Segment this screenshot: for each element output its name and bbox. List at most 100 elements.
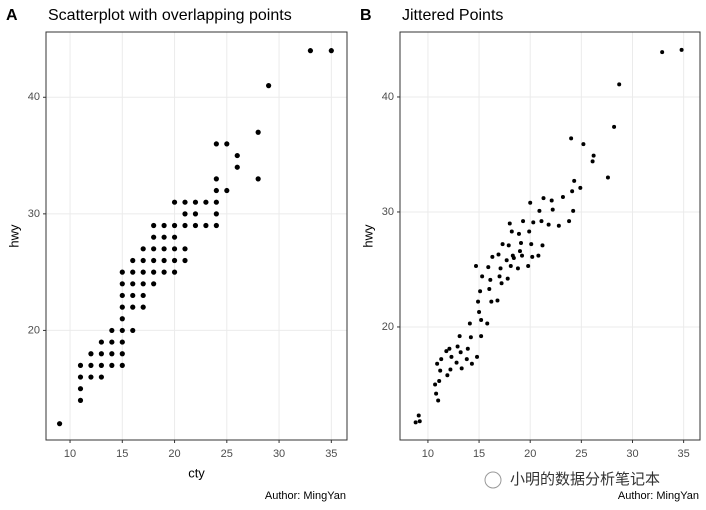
point (495, 298, 500, 303)
point (477, 310, 482, 315)
point (478, 289, 483, 294)
point (119, 327, 125, 334)
point (539, 219, 544, 224)
point (224, 187, 230, 194)
point (416, 413, 421, 418)
point (140, 269, 146, 275)
point (479, 334, 484, 339)
point (519, 241, 524, 246)
point (612, 124, 617, 129)
watermark: 小明的数据分析笔记本 (510, 471, 660, 488)
point (465, 346, 470, 351)
point (130, 269, 136, 275)
point (511, 255, 516, 260)
point (255, 176, 261, 182)
point (182, 199, 188, 205)
point (182, 257, 188, 264)
panel-border (399, 31, 701, 441)
point (77, 386, 84, 392)
point (486, 265, 491, 270)
point (550, 207, 555, 212)
point (504, 258, 509, 263)
point (516, 231, 521, 236)
point (499, 281, 504, 286)
point (98, 374, 104, 380)
point (515, 266, 520, 271)
point (508, 264, 513, 269)
point (437, 379, 442, 384)
x-tick-label: 20 (524, 448, 536, 460)
point (161, 222, 167, 229)
point (540, 243, 545, 248)
point (447, 346, 452, 351)
panel-tag: B (360, 7, 372, 24)
point (530, 254, 535, 259)
y-axis-title: hwy (360, 224, 375, 248)
point (546, 222, 551, 227)
point (98, 362, 104, 368)
point (591, 153, 596, 158)
point (417, 419, 422, 424)
point (445, 373, 450, 378)
point (500, 242, 505, 247)
point (459, 366, 464, 371)
x-axis-title: cty (188, 465, 205, 480)
point (77, 374, 84, 380)
point (458, 350, 463, 355)
x-tick-label: 20 (168, 448, 180, 460)
point (119, 269, 125, 275)
point (213, 199, 219, 205)
point (475, 354, 480, 359)
point (130, 292, 136, 299)
point (468, 335, 473, 340)
x-tick-label: 30 (273, 448, 285, 460)
point (660, 50, 665, 55)
point (119, 292, 125, 299)
panel-tag: A (6, 7, 18, 24)
point (507, 221, 512, 226)
point (487, 287, 492, 292)
point (140, 257, 146, 264)
point (119, 339, 125, 345)
point (77, 362, 84, 368)
point (438, 368, 443, 373)
point (464, 357, 469, 362)
y-axis-title: hwy (6, 224, 21, 248)
point (192, 222, 199, 229)
point (435, 361, 440, 366)
point (413, 420, 418, 425)
point (213, 187, 219, 194)
point (498, 266, 503, 271)
point (266, 83, 272, 89)
panel-border (45, 31, 348, 441)
point (213, 222, 219, 229)
x-tick-label: 10 (422, 448, 434, 460)
point (140, 246, 146, 252)
point (119, 362, 125, 368)
point (88, 374, 94, 380)
point (480, 274, 485, 279)
point (497, 274, 502, 279)
point (151, 281, 157, 287)
point (569, 136, 574, 141)
point (444, 349, 449, 354)
point (213, 176, 219, 182)
point (433, 382, 438, 387)
point (171, 234, 178, 240)
point (109, 339, 115, 345)
panel (400, 32, 700, 440)
point (489, 299, 494, 304)
watermark-icon (484, 471, 502, 489)
point (140, 281, 146, 287)
point (537, 208, 542, 213)
point (490, 254, 495, 259)
point (455, 344, 460, 349)
chart-title: Scatterplot with overlapping points (48, 7, 292, 24)
point (570, 189, 575, 194)
point (203, 199, 209, 205)
point (151, 269, 157, 275)
point (234, 164, 240, 170)
point (182, 222, 188, 229)
point (454, 360, 459, 365)
point (605, 175, 610, 180)
